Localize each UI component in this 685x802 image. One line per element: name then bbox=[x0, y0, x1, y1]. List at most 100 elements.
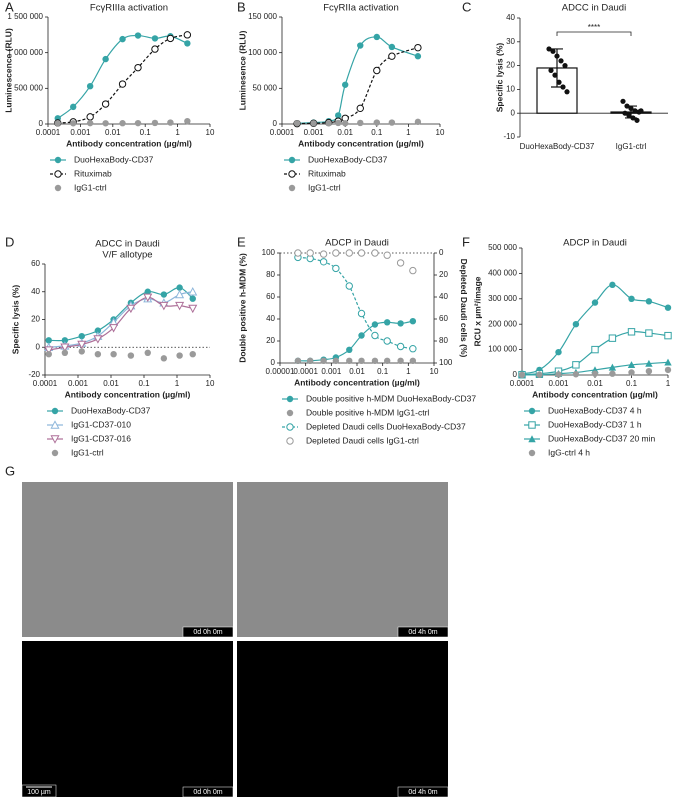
legend-marker bbox=[50, 435, 60, 444]
y-tick-label: 500 000 bbox=[488, 243, 517, 252]
data-point bbox=[54, 120, 61, 127]
data-point bbox=[555, 371, 562, 378]
data-point bbox=[151, 119, 159, 127]
data-point bbox=[634, 117, 640, 123]
x-tick-label: 1 bbox=[175, 379, 180, 388]
chart-title: ADCC in Daudi bbox=[562, 3, 626, 14]
legend-marker bbox=[51, 449, 59, 457]
data-point bbox=[176, 352, 183, 359]
chart-title: ADCC in Daudi bbox=[95, 239, 159, 250]
x-tick-label: 0.0001 bbox=[510, 379, 535, 388]
data-point bbox=[334, 119, 342, 127]
image-frame bbox=[22, 482, 233, 637]
timestamp-box bbox=[397, 786, 449, 798]
series-line bbox=[521, 284, 669, 375]
x-axis-label: Antibody concentration (µg/ml) bbox=[65, 389, 191, 399]
legend-label: DuoHexaBody-CD37 4 h bbox=[548, 405, 642, 415]
series-line bbox=[297, 320, 413, 362]
x-tick-label: 0.0001 bbox=[33, 379, 58, 388]
data-point bbox=[45, 337, 52, 344]
legend-marker bbox=[288, 170, 296, 178]
legend-marker bbox=[286, 409, 294, 417]
y-axis-label: Luminescence (RLU) bbox=[3, 28, 13, 113]
data-point bbox=[134, 119, 142, 127]
data-point bbox=[591, 370, 599, 377]
x-axis-label: Antibody concentration (µg/ml) bbox=[66, 138, 192, 148]
data-point bbox=[332, 357, 340, 364]
x-axis-label: Antibody concentration (µg/ml) bbox=[532, 389, 658, 399]
data-point bbox=[319, 250, 328, 258]
data-point bbox=[78, 332, 85, 340]
data-point bbox=[44, 346, 54, 355]
y2-tick-label: 20 bbox=[439, 270, 448, 279]
data-point bbox=[664, 366, 672, 374]
data-point bbox=[144, 349, 151, 356]
x-tick-label: 10 bbox=[206, 379, 215, 388]
y2-tick-label: 60 bbox=[439, 314, 448, 323]
data-point bbox=[383, 357, 391, 364]
data-point bbox=[608, 334, 617, 342]
data-point bbox=[346, 346, 353, 353]
legend-label: Depleted Daudi cells IgG1-ctrl bbox=[306, 435, 419, 445]
legend-label: IgG1-ctrl bbox=[74, 182, 107, 192]
data-point bbox=[383, 319, 391, 326]
chart-title: FcγRIIa activation bbox=[323, 3, 399, 14]
data-point bbox=[118, 80, 127, 88]
data-point bbox=[624, 103, 630, 109]
x-tick-label: 0.001 bbox=[70, 128, 91, 137]
timestamp-box bbox=[182, 786, 234, 798]
data-point bbox=[591, 345, 599, 354]
legend-marker bbox=[54, 156, 62, 164]
y-tick-label: 40 bbox=[266, 314, 275, 323]
data-point bbox=[189, 350, 196, 358]
y-tick-label: 1 000 000 bbox=[7, 48, 43, 57]
data-point bbox=[518, 371, 526, 379]
data-point bbox=[189, 295, 196, 302]
data-point bbox=[609, 370, 616, 377]
legend-marker bbox=[288, 184, 296, 192]
data-point bbox=[306, 357, 314, 364]
timestamp: 0d 0h 0m bbox=[193, 789, 222, 796]
data-point bbox=[293, 120, 301, 127]
data-point bbox=[320, 357, 327, 364]
legend-label: IgG1-CD37-016 bbox=[71, 433, 131, 443]
data-point bbox=[373, 33, 380, 41]
legend-label: DuoHexaBody-CD37 bbox=[71, 405, 151, 415]
legend-label: DuoHexaBody-CD37 20 min bbox=[548, 433, 656, 443]
data-point bbox=[358, 332, 365, 339]
panel-label: B bbox=[237, 0, 246, 14]
data-point bbox=[556, 79, 562, 85]
x-tick-label: 0.001 bbox=[321, 367, 342, 376]
x-tick-label: 0.01 bbox=[587, 379, 603, 388]
x-tick-label: 0.001 bbox=[548, 379, 569, 388]
data-point bbox=[626, 112, 632, 119]
legend-marker bbox=[288, 156, 296, 164]
y-axis-label: Specific lysis (%) bbox=[494, 43, 504, 113]
y2-tick-label: 0 bbox=[439, 248, 444, 257]
x-tick-label: 10 bbox=[430, 367, 439, 376]
legend-label: IgG1-ctrl bbox=[308, 182, 341, 192]
data-point bbox=[638, 108, 644, 114]
panel-label: E bbox=[237, 234, 246, 249]
data-point bbox=[357, 309, 366, 318]
y-tick-label: 20 bbox=[266, 336, 275, 345]
series-line bbox=[297, 256, 413, 350]
y-tick-label: 30 bbox=[506, 37, 515, 46]
data-point bbox=[414, 118, 422, 126]
legend-marker bbox=[54, 184, 62, 192]
data-point bbox=[184, 117, 191, 125]
series-line bbox=[57, 34, 188, 124]
y-tick-label: 20 bbox=[506, 61, 515, 70]
data-point bbox=[306, 249, 314, 257]
data-point bbox=[357, 249, 366, 257]
data-point bbox=[345, 249, 353, 257]
data-point bbox=[346, 357, 353, 364]
data-point bbox=[61, 337, 69, 344]
data-point bbox=[409, 318, 417, 325]
y-tick-label: 80 bbox=[266, 270, 275, 279]
series-line bbox=[48, 286, 194, 342]
data-point bbox=[86, 119, 94, 127]
y-axis-label: Specific lysis (%) bbox=[10, 285, 20, 355]
data-point bbox=[632, 108, 638, 114]
data-point bbox=[342, 81, 349, 88]
